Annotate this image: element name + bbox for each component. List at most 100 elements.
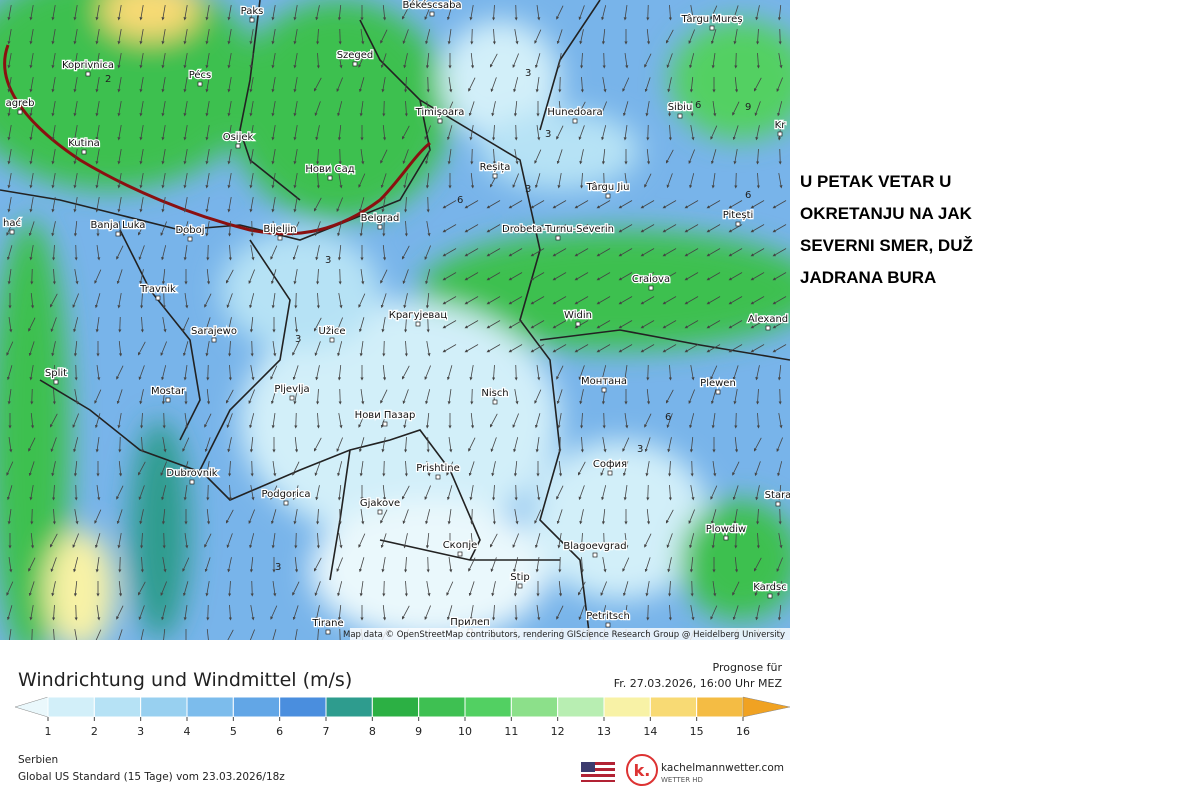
- wind-arrow: [578, 365, 585, 381]
- wind-arrow: [205, 149, 210, 165]
- wind-arrow: [756, 28, 760, 45]
- wind-arrow: [161, 101, 166, 117]
- wind-arrow: [536, 365, 541, 381]
- wind-arrow: [28, 557, 36, 572]
- wind-arrow: [96, 365, 101, 381]
- wind-arrow: [359, 581, 364, 597]
- wind-arrow: [360, 149, 365, 165]
- wind-arrow: [401, 605, 410, 620]
- legend-swatch: [510, 696, 559, 718]
- forecast-time: Fr. 27.03.2026, 16:00 Uhr MEZ: [614, 677, 783, 690]
- city-label: Szeged: [337, 50, 374, 61]
- city-label: Pitești: [723, 210, 754, 221]
- wind-arrow: [535, 557, 540, 573]
- wind-arrow: [271, 77, 276, 93]
- city-label: Paks: [241, 6, 264, 17]
- wind-arrow: [490, 77, 497, 93]
- wind-arrow: [492, 484, 496, 501]
- wind-arrow: [601, 508, 606, 525]
- city-label: Prishtine: [416, 463, 459, 474]
- wind-arrow: [777, 604, 782, 621]
- wind-arrow: [712, 101, 717, 117]
- wind-arrow: [228, 580, 232, 597]
- wind-arrow: [184, 413, 189, 429]
- wind-arrow: [183, 365, 188, 381]
- wind-arrow: [139, 389, 144, 405]
- wind-arrow: [513, 77, 519, 93]
- legend-tick-label: 4: [184, 725, 191, 738]
- wind-arrow: [534, 29, 542, 44]
- wind-arrow: [442, 320, 457, 329]
- legend-tick-label: 16: [736, 725, 750, 738]
- wind-arrow: [486, 224, 501, 233]
- wind-arrow: [161, 125, 166, 141]
- wind-arrow: [49, 413, 58, 428]
- city-dot: [289, 395, 295, 401]
- wind-arrow: [469, 605, 474, 621]
- city-dot: [605, 193, 611, 199]
- wind-arrow: [596, 272, 611, 281]
- wind-arrow: [358, 53, 366, 68]
- wind-arrow: [640, 224, 655, 233]
- wind-arrow: [442, 296, 457, 305]
- wind-arrow: [750, 248, 765, 257]
- wind-arrow: [448, 437, 453, 453]
- wind-arrow: [313, 557, 322, 572]
- wind-arrow: [534, 149, 542, 164]
- wind-arrow: [6, 365, 13, 381]
- wind-arrow: [7, 269, 12, 285]
- wind-arrow: [271, 413, 276, 429]
- city-dot: [437, 118, 443, 124]
- wind-arrow: [665, 389, 674, 404]
- wind-arrow: [206, 388, 211, 405]
- wind-arrow: [29, 149, 34, 165]
- wind-arrow: [314, 341, 321, 357]
- wind-arrow: [382, 484, 387, 501]
- wind-arrow: [662, 224, 677, 233]
- wind-arrow: [227, 29, 232, 45]
- city-dot: [327, 175, 333, 181]
- wind-arrow: [508, 296, 523, 305]
- wind-arrow: [578, 5, 585, 21]
- wind-arrow: [227, 437, 232, 453]
- wind-arrow: [534, 533, 541, 549]
- wind-arrow: [668, 100, 672, 117]
- isoline-label: 6: [695, 100, 701, 111]
- wind-arrow: [578, 125, 585, 141]
- wind-arrow: [380, 389, 388, 404]
- wind-arrow: [640, 272, 655, 281]
- wind-arrow: [139, 101, 144, 117]
- wind-arrow: [206, 508, 211, 525]
- wind-arrow: [271, 173, 276, 189]
- wind-arrow: [577, 101, 586, 116]
- wind-arrow: [182, 461, 189, 477]
- wind-arrow: [577, 461, 586, 476]
- city-dot: [197, 81, 203, 87]
- wind-arrow: [732, 125, 739, 141]
- wind-arrow: [689, 76, 694, 93]
- wind-arrow: [294, 629, 298, 640]
- wind-arrow: [706, 224, 721, 233]
- wind-arrow: [184, 533, 189, 549]
- wind-arrow: [710, 389, 717, 405]
- wind-arrow: [250, 485, 255, 501]
- wind-arrow: [602, 437, 607, 453]
- wind-arrow: [313, 197, 322, 212]
- wind-arrow: [271, 5, 276, 21]
- wind-arrow: [182, 341, 189, 357]
- wind-arrow: [645, 581, 650, 597]
- wind-arrow: [28, 437, 36, 452]
- wind-arrow: [710, 29, 717, 45]
- wind-arrow: [183, 53, 188, 69]
- wind-arrow: [162, 317, 167, 333]
- wind-arrow: [404, 580, 408, 597]
- wind-arrow: [710, 605, 718, 620]
- wind-arrow: [732, 101, 740, 116]
- wind-arrow: [161, 29, 166, 45]
- wind-arrow: [469, 485, 474, 501]
- wind-arrow: [468, 437, 476, 452]
- wind-arrow: [271, 125, 276, 141]
- wind-arrow: [381, 317, 386, 333]
- wind-arrow: [734, 436, 739, 453]
- city-label: Belgrad: [361, 213, 400, 224]
